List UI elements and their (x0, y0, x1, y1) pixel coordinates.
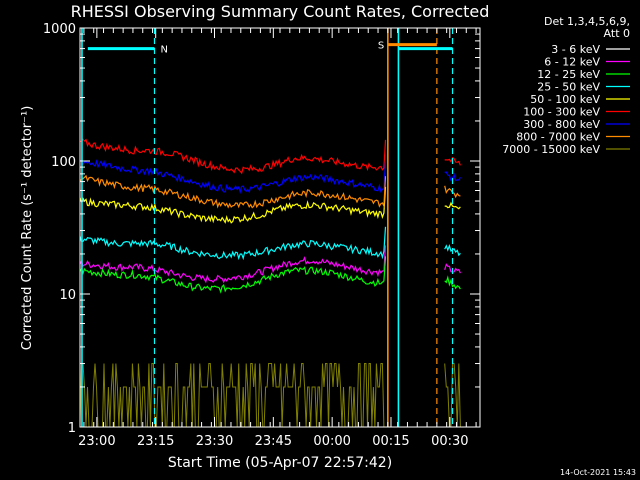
x-tick-label-0: 23:00 (78, 434, 115, 449)
series-line-4-seg1 (79, 186, 387, 224)
legend-title-line-1: Att 0 (604, 27, 630, 40)
flag-label-0: N (161, 45, 168, 56)
series-line-4-seg2 (444, 201, 461, 210)
x-tick-label-1: 23:15 (137, 434, 174, 449)
legend-label-5: 100 - 300 keV (523, 106, 600, 119)
series-line-5-seg1 (79, 138, 387, 175)
series-line-5-seg2 (444, 156, 461, 166)
y-tick-label-2: 100 (51, 155, 76, 170)
legend-label-4: 50 - 100 keV (530, 93, 600, 106)
x-tick-label-2: 23:30 (196, 434, 233, 449)
x-tick-label-5: 00:15 (372, 434, 409, 449)
series-line-7-seg1 (79, 174, 387, 209)
y-axis-label: Corrected Count Rate (s⁻¹ detector⁻¹) (20, 106, 35, 351)
legend-label-7: 800 - 7000 keV (516, 131, 600, 144)
x-axis-label: Start Time (05-Apr-07 22:57:42) (168, 455, 392, 471)
legend-label-2: 12 - 25 keV (537, 68, 600, 81)
legend-title-line-0: Det 1,3,4,5,6,9, (544, 15, 630, 28)
x-tick-label-3: 23:45 (255, 434, 292, 449)
series-line-1-seg1 (79, 245, 387, 284)
flag-label-1: S (378, 41, 384, 52)
series-line-6-seg1 (79, 159, 387, 194)
y-tick-label-0: 1 (68, 421, 76, 436)
series-line-2-seg2 (444, 275, 461, 290)
legend-label-0: 3 - 6 keV (551, 43, 600, 56)
chart-title: RHESSI Observing Summary Count Rates, Co… (71, 2, 490, 21)
axes-layer: 1 10 100 1000 23:00 23:15 23:30 23:45 00:00 00:15… (43, 22, 481, 449)
legend-label-3: 25 - 50 keV (537, 81, 600, 94)
y-tick-label-1: 10 (59, 288, 76, 303)
legend-label-1: 6 - 12 keV (544, 56, 600, 69)
series-line-0-seg1 (79, 296, 387, 346)
x-tick-label-6: 00:30 (431, 434, 468, 449)
x-tick-label-4: 00:00 (313, 434, 350, 449)
series-line-2-seg1 (79, 256, 387, 294)
legend-label-6: 300 - 800 keV (523, 118, 600, 131)
series-line-3-seg1 (79, 226, 387, 261)
timestamp: 14-Oct-2021 15:43 (560, 468, 636, 477)
y-tick-label-3: 1000 (43, 22, 76, 37)
series-line-8-seg1 (79, 363, 385, 428)
legend-label-8: 7000 - 15000 keV (502, 143, 600, 156)
